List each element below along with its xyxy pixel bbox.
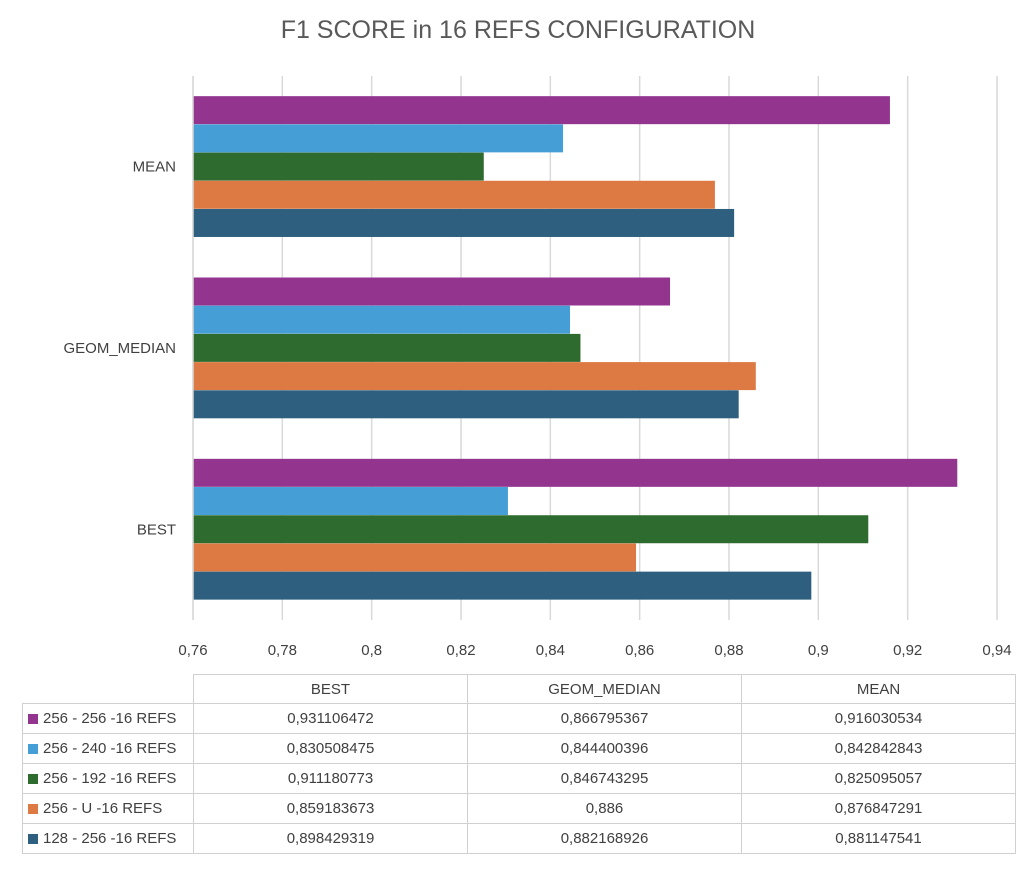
series-legend-key: 256 - 256 -16 REFS	[22, 703, 194, 734]
series-legend-key: 256 - 240 -16 REFS	[22, 733, 194, 764]
bar	[193, 180, 715, 209]
bar	[193, 208, 735, 237]
table-cell: 0,916030534	[741, 703, 1016, 734]
table-cell: 0,830508475	[193, 733, 468, 764]
data-table: BEST GEOM_MEDIAN MEAN 256 - 256 -16 REFS…	[22, 674, 1016, 854]
legend-swatch	[28, 804, 38, 814]
series-name: 256 - 240 -16 REFS	[43, 740, 177, 757]
legend-swatch	[28, 744, 38, 754]
x-tick-label: 0,76	[178, 642, 207, 659]
table-cell: 0,911180773	[193, 763, 468, 794]
table-row: 256 - U -16 REFS 0,859183673 0,886 0,876847…	[22, 793, 1016, 824]
table-row: 256 - 240 -16 REFS 0,830508475 0,844400396…	[22, 733, 1016, 764]
x-tick-label: 0,86	[625, 642, 654, 659]
y-category-label: BEST	[137, 521, 176, 538]
y-category-label: MEAN	[133, 159, 176, 176]
bar	[193, 277, 671, 306]
series-legend-key: 256 - U -16 REFS	[22, 793, 194, 824]
series-name: 256 - 192 -16 REFS	[43, 770, 177, 787]
x-tick-label: 0,92	[893, 642, 922, 659]
table-cell: 0,881147541	[741, 823, 1016, 854]
table-cell: 0,898429319	[193, 823, 468, 854]
x-tick-label: 0,82	[446, 642, 475, 659]
y-category-label: GEOM_MEDIAN	[63, 340, 176, 357]
table-col-header: BEST	[193, 674, 468, 704]
bar-chart-plot: 0,76 0,78 0,8 0,82 0,84 0,86 0,88 0,9 0,92 0,94 BE…	[63, 76, 1012, 659]
x-tick-label: 0,94	[982, 642, 1011, 659]
bar	[193, 571, 812, 600]
bar	[193, 124, 564, 153]
table-cell: 0,825095057	[741, 763, 1016, 794]
bar	[193, 305, 570, 334]
legend-swatch	[28, 834, 38, 844]
table-cell: 0,866795367	[467, 703, 742, 734]
bar	[193, 152, 484, 181]
series-name: 256 - U -16 REFS	[43, 800, 163, 817]
table-corner	[22, 674, 194, 704]
series-legend-key: 128 - 256 -16 REFS	[22, 823, 194, 854]
bar	[193, 515, 869, 544]
bar	[193, 390, 739, 419]
bar	[193, 543, 637, 572]
legend-swatch	[28, 774, 38, 784]
table-row: 256 - 192 -16 REFS 0,911180773 0,846743295…	[22, 763, 1016, 794]
bar	[193, 487, 508, 516]
table-cell: 0,844400396	[467, 733, 742, 764]
x-tick-label: 0,78	[268, 642, 297, 659]
table-cell: 0,931106472	[193, 703, 468, 734]
x-tick-label: 0,8	[361, 642, 382, 659]
series-name: 256 - 256 -16 REFS	[43, 710, 177, 727]
bar	[193, 458, 958, 487]
legend-swatch	[28, 714, 38, 724]
table-cell: 0,876847291	[741, 793, 1016, 824]
series-legend-key: 256 - 192 -16 REFS	[22, 763, 194, 794]
x-tick-label: 0,9	[808, 642, 829, 659]
series-name: 128 - 256 -16 REFS	[43, 830, 177, 847]
chart-title: F1 SCORE in 16 REFS CONFIGURATION	[280, 16, 756, 44]
table-cell: 0,842842843	[741, 733, 1016, 764]
table-cell: 0,882168926	[467, 823, 742, 854]
table-cell: 0,846743295	[467, 763, 742, 794]
table-cell: 0,886	[467, 793, 742, 824]
table-col-header: GEOM_MEDIAN	[467, 674, 742, 704]
table-header-row: BEST GEOM_MEDIAN MEAN	[22, 674, 1016, 704]
bar	[193, 362, 756, 391]
bar	[193, 333, 581, 362]
x-tick-label: 0,88	[714, 642, 743, 659]
x-tick-label: 0,84	[536, 642, 565, 659]
table-col-header: MEAN	[741, 674, 1016, 704]
table-row: 256 - 256 -16 REFS 0,931106472 0,866795367…	[22, 703, 1016, 734]
bar	[193, 96, 890, 125]
table-cell: 0,859183673	[193, 793, 468, 824]
table-row: 128 - 256 -16 REFS 0,898429319 0,882168926…	[22, 823, 1016, 854]
